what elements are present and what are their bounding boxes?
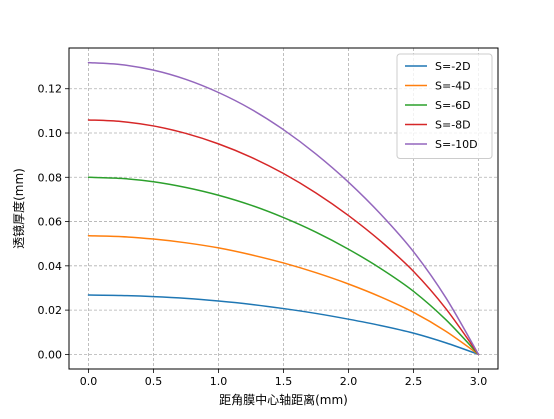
y-tick-label: 0.06	[38, 216, 63, 229]
series-line-1	[87, 294, 480, 356]
legend-label: S=-6D	[435, 99, 471, 112]
series-line-3	[87, 176, 480, 356]
x-tick-label: 1.5	[275, 375, 293, 388]
series-line-2	[87, 234, 480, 356]
x-tick-label: 2.0	[340, 375, 358, 388]
x-axis-label: 距角膜中心轴距离(mm)	[219, 392, 348, 407]
y-tick-label: 0.00	[38, 348, 63, 361]
series-line-4	[87, 119, 480, 356]
y-tick-label: 0.08	[38, 171, 63, 184]
x-tick-label: 2.5	[405, 375, 423, 388]
x-tick-label: 3.0	[470, 375, 488, 388]
axis-ticks: 0.0 0.5 1.0 1.5 2.0 2.5 3.0 0.00 0.02 0.04 0.06 0.0…	[38, 83, 488, 388]
y-axis-label: 透镜厚度(mm)	[11, 168, 26, 249]
x-tick-label: 0.0	[80, 375, 98, 388]
legend-label: S=-10D	[435, 138, 478, 151]
legend-label: S=-8D	[435, 119, 471, 132]
y-tick-label: 0.12	[38, 83, 63, 96]
x-tick-label: 1.0	[210, 375, 228, 388]
x-tick-label: 0.5	[145, 375, 163, 388]
series-line-5	[87, 61, 480, 356]
y-tick-label: 0.04	[38, 260, 63, 273]
y-tick-label: 0.10	[38, 127, 63, 140]
series-lines	[87, 61, 480, 356]
legend: S=-2D S=-4D S=-6D S=-8D S=-10D	[396, 53, 493, 159]
y-tick-label: 0.02	[38, 304, 63, 317]
legend-label: S=-2D	[435, 60, 471, 73]
legend-box	[396, 53, 493, 159]
legend-label: S=-4D	[435, 80, 471, 93]
